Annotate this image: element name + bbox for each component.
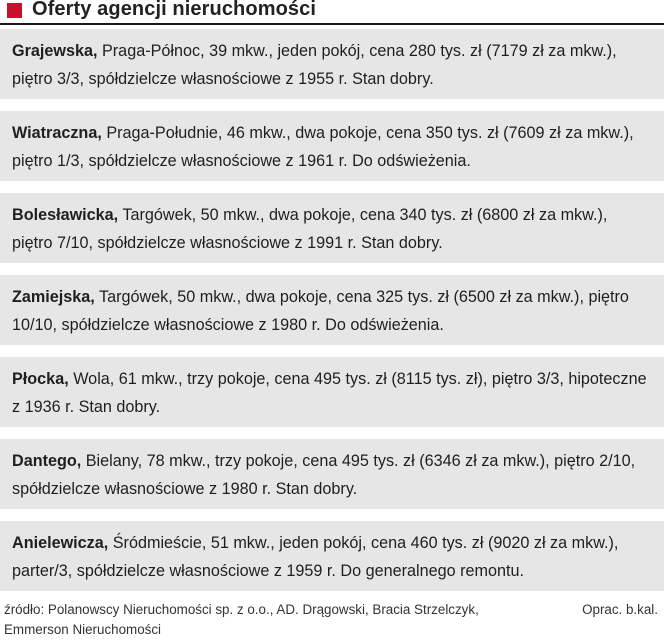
listing-text: Płocka, Wola, 61 mkw., trzy pokoje, cena…: [12, 365, 652, 421]
listing-details: Targówek, 50 mkw., dwa pokoje, cena 340 …: [12, 206, 608, 252]
listing-street: Wiatraczna,: [12, 124, 102, 142]
listing-street: Grajewska,: [12, 42, 98, 60]
listing-text: Bolesławicka, Targówek, 50 mkw., dwa pok…: [12, 201, 652, 257]
header: Oferty agencji nieruchomości: [0, 0, 664, 28]
listing-item: Wiatraczna, Praga-Południe, 46 mkw., dwa…: [0, 111, 664, 181]
listing-street: Płocka,: [12, 370, 69, 388]
listing-item: Anielewicza, Śródmieście, 51 mkw., jeden…: [0, 521, 664, 591]
listing-details: Praga-Południe, 46 mkw., dwa pokoje, cen…: [12, 124, 634, 170]
footer: źródło: Polanowscy Nieruchomości sp. z o…: [0, 597, 664, 640]
listing-details: Bielany, 78 mkw., trzy pokoje, cena 495 …: [12, 452, 636, 498]
listing-text: Dantego, Bielany, 78 mkw., trzy pokoje, …: [12, 447, 652, 503]
listing-item: Zamiejska, Targówek, 50 mkw., dwa pokoje…: [0, 275, 664, 345]
listing-text: Anielewicza, Śródmieście, 51 mkw., jeden…: [12, 529, 652, 585]
header-marker-square: [7, 3, 22, 18]
listing-details: Wola, 61 mkw., trzy pokoje, cena 495 tys…: [12, 370, 647, 416]
listing-details: Śródmieście, 51 mkw., jeden pokój, cena …: [12, 534, 619, 580]
listing-item: Bolesławicka, Targówek, 50 mkw., dwa pok…: [0, 193, 664, 263]
listing-street: Dantego,: [12, 452, 82, 470]
listing-item: Dantego, Bielany, 78 mkw., trzy pokoje, …: [0, 439, 664, 509]
listing-item: Grajewska, Praga-Północ, 39 mkw., jeden …: [0, 29, 664, 99]
listing-text: Grajewska, Praga-Północ, 39 mkw., jeden …: [12, 37, 652, 93]
author-credit: Oprac. b.kal.: [582, 602, 658, 617]
listing-item: Płocka, Wola, 61 mkw., trzy pokoje, cena…: [0, 357, 664, 427]
listing-details: Praga-Północ, 39 mkw., jeden pokój, cena…: [12, 42, 617, 88]
source-note: źródło: Polanowscy Nieruchomości sp. z o…: [4, 602, 479, 637]
header-divider: [0, 23, 664, 25]
listings-list: Grajewska, Praga-Północ, 39 mkw., jeden …: [0, 29, 664, 603]
listing-street: Bolesławicka,: [12, 206, 119, 224]
listing-street: Anielewicza,: [12, 534, 109, 552]
listing-street: Zamiejska,: [12, 288, 95, 306]
page-title: Oferty agencji nieruchomości: [32, 0, 316, 20]
listing-text: Zamiejska, Targówek, 50 mkw., dwa pokoje…: [12, 283, 652, 339]
listing-details: Targówek, 50 mkw., dwa pokoje, cena 325 …: [12, 288, 629, 334]
listing-text: Wiatraczna, Praga-Południe, 46 mkw., dwa…: [12, 119, 652, 175]
